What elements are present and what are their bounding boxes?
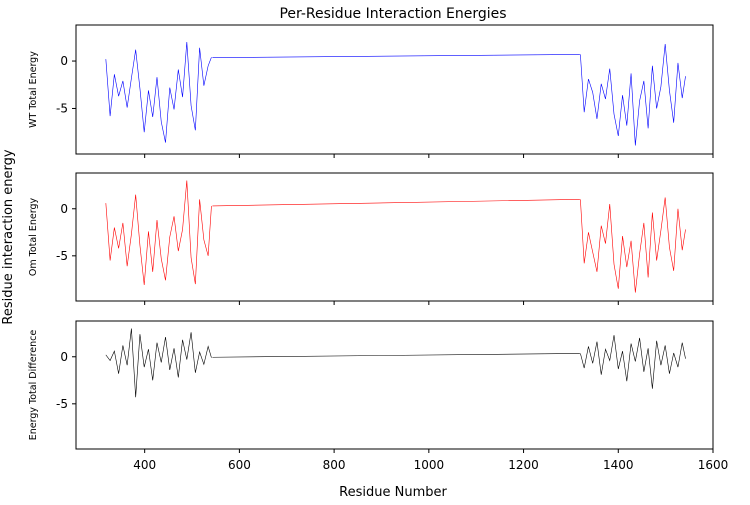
x-tick-label: 800 — [323, 458, 346, 472]
panel-1-segment-2 — [580, 43, 686, 146]
x-tick-label: 400 — [133, 458, 156, 472]
panel-1-y-tick-label: -5 — [56, 101, 68, 115]
panel-2-y-label: Om Total Energy — [28, 198, 39, 277]
panel-2-bridge-line — [212, 199, 580, 207]
panel-1-series — [105, 42, 686, 146]
x-tick-label: 1400 — [603, 458, 634, 472]
panel-3-frame — [75, 320, 714, 450]
panel-3-y-label: Energy Total Difference — [28, 330, 39, 441]
panel-1-bridge-line — [212, 54, 580, 59]
panel-3-segment-2 — [580, 335, 686, 389]
panel-3-y-tick-label: 0 — [60, 350, 68, 364]
panel-1-segment-1 — [105, 42, 212, 143]
panel-2-y-tick-label: -5 — [56, 249, 68, 263]
y-axis-label: Residue interaction energy — [1, 149, 16, 324]
x-axis-label: Residue Number — [339, 485, 447, 500]
panel-1-y-label: WT Total Energy — [28, 51, 39, 128]
panels-layer: 0 -5 WT Total Energy 0 -5 Om Total Energy 0 -5 4… — [28, 24, 729, 472]
x-tick-label: 1000 — [414, 458, 445, 472]
panel-2-frame — [75, 172, 714, 302]
x-tick-label: 600 — [228, 458, 251, 472]
panel-2-y-tick-label: 0 — [60, 202, 68, 216]
panel-3-series — [105, 328, 686, 398]
panel-2-series — [105, 180, 686, 293]
panel-1-frame — [75, 24, 714, 155]
panel-3: 0 -5 400 600 800 1000 1200 1400 1600 Energy Total… — [28, 320, 729, 472]
panel-2-segment-2 — [580, 197, 686, 293]
panel-3-segment-1 — [105, 328, 212, 398]
panel-2-segment-1 — [105, 180, 212, 286]
panel-1-y-tick-label: 0 — [60, 54, 68, 68]
x-tick-label: 1600 — [698, 458, 729, 472]
panel-1: 0 -5 WT Total Energy — [28, 24, 714, 158]
panel-2: 0 -5 Om Total Energy — [28, 172, 714, 305]
panel-3-y-tick-label: -5 — [56, 397, 68, 411]
x-tick-label: 1200 — [508, 458, 539, 472]
chart-title: Per-Residue Interaction Energies — [279, 6, 506, 22]
panel-3-bridge-line — [212, 353, 580, 358]
